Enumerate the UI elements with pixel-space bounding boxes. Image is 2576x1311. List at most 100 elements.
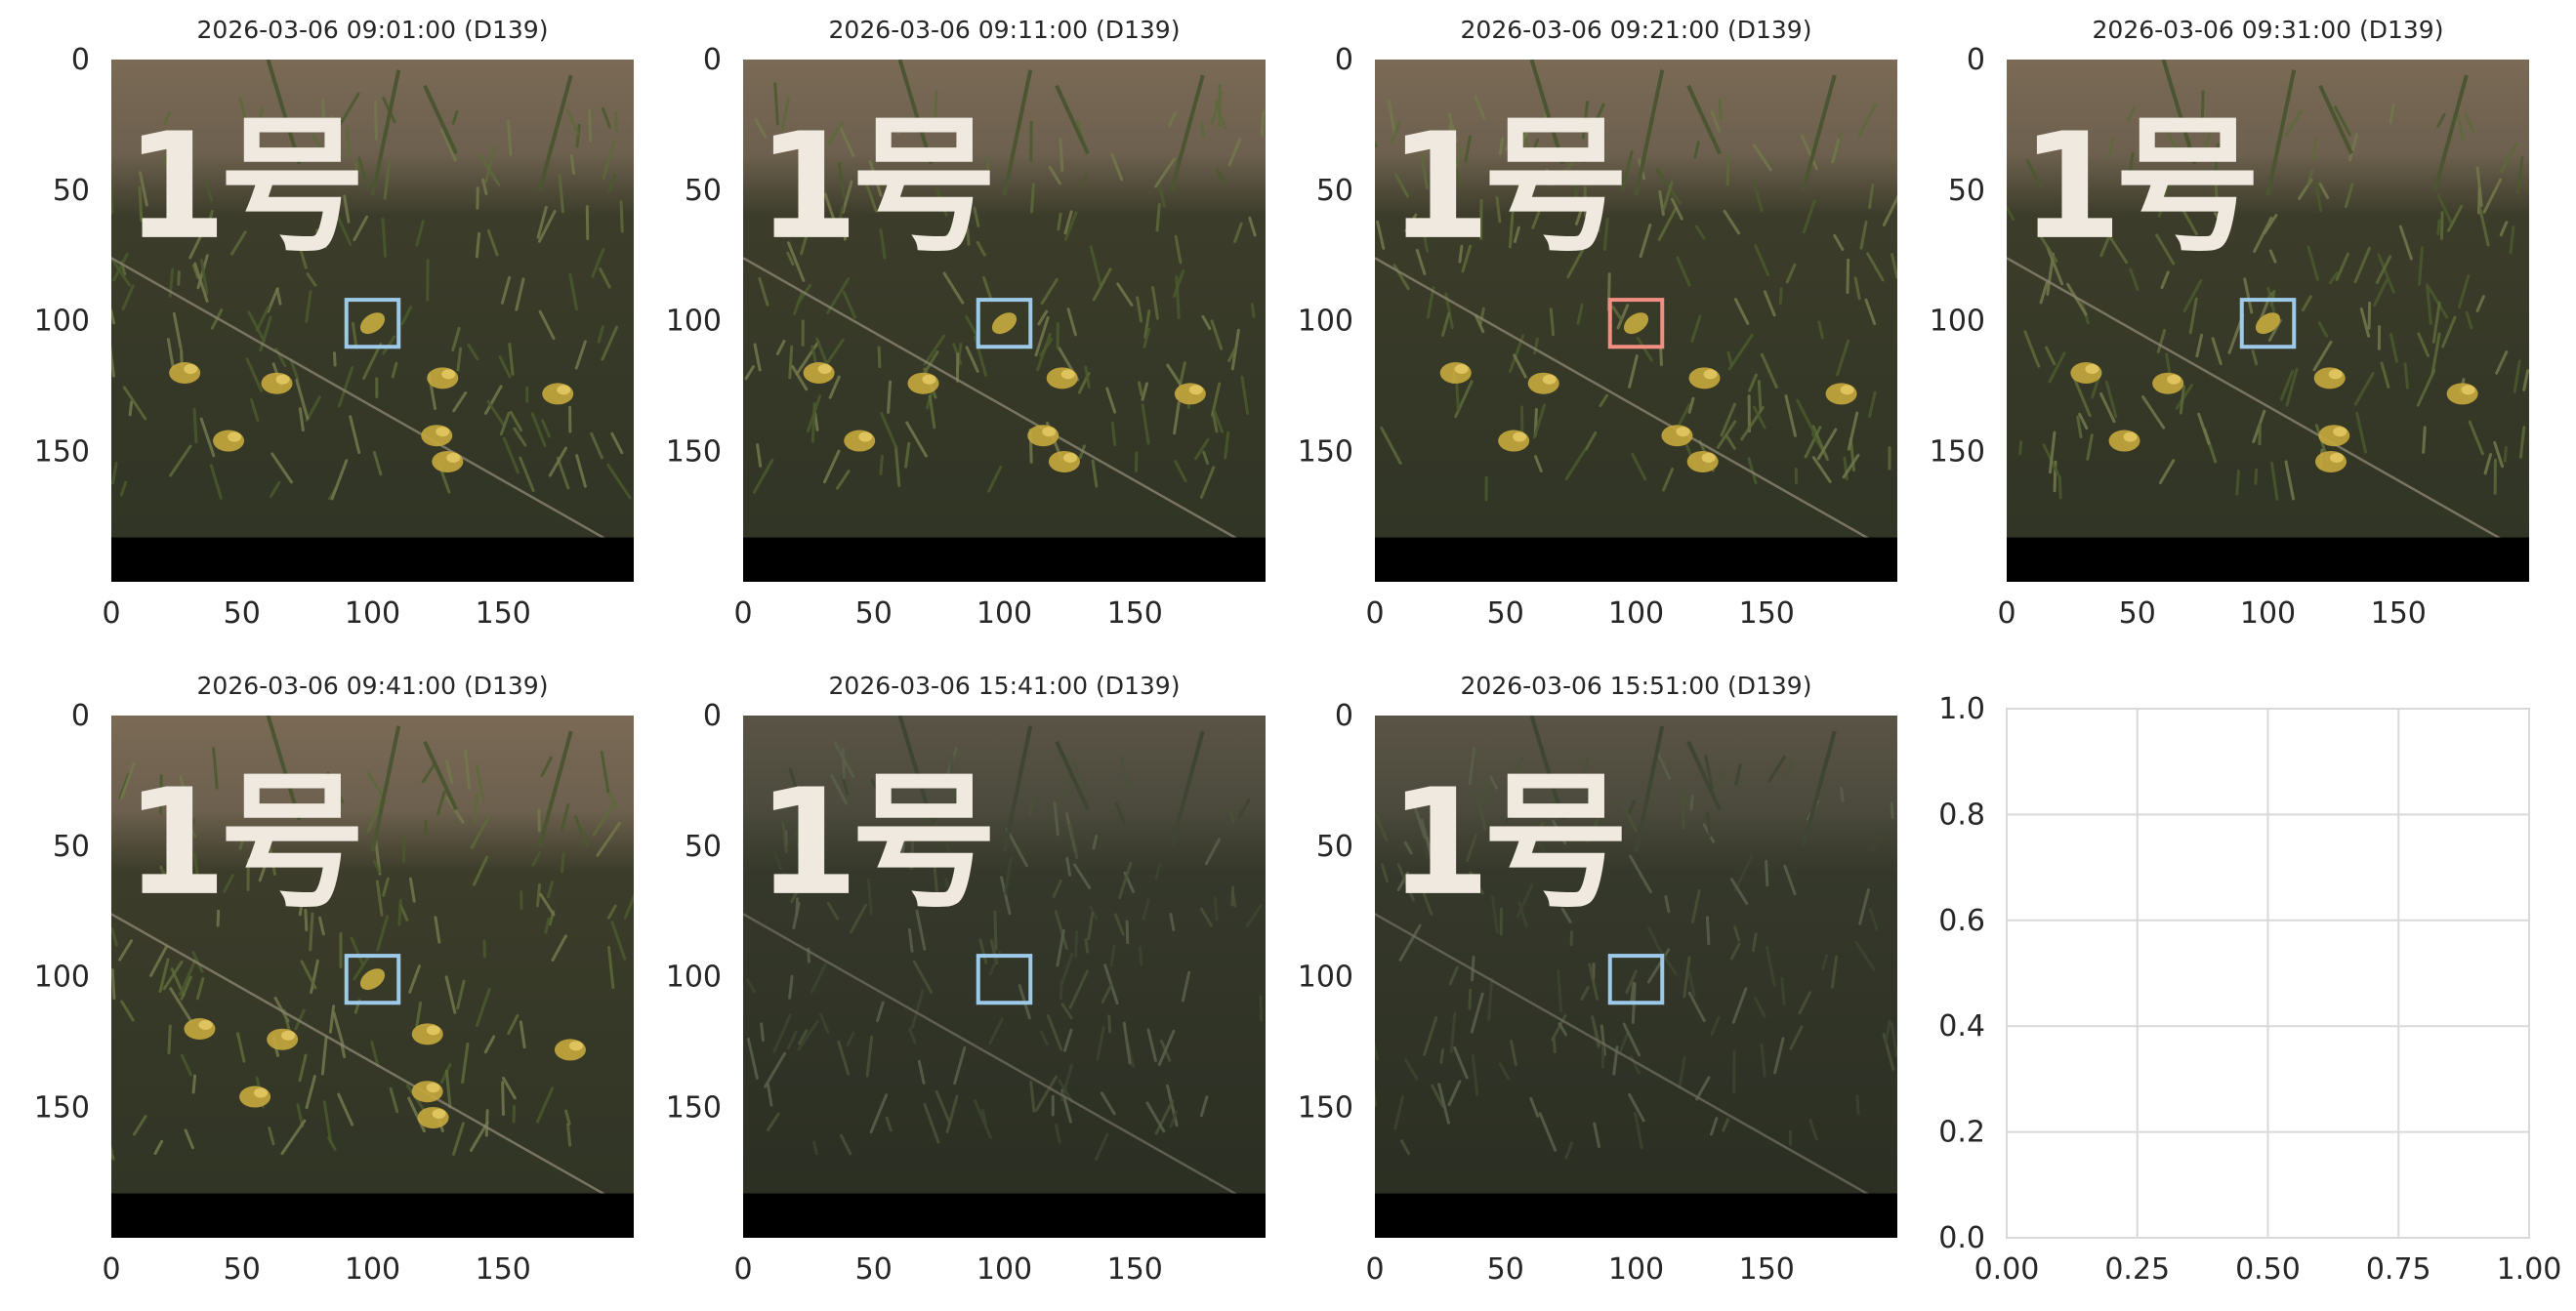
grass-blade (238, 97, 249, 129)
grass-blade (843, 222, 849, 241)
grass-blade (2023, 330, 2041, 368)
flower-highlight (228, 431, 242, 442)
x-tick-label: 50 (2119, 596, 2156, 631)
grass-blade (473, 793, 479, 823)
grass-blade (1710, 109, 1722, 133)
grass-blade (551, 934, 567, 962)
plant-stalk (1055, 740, 1090, 811)
grass-blade (2175, 384, 2193, 410)
x-tick-label: 50 (224, 596, 261, 631)
grass-blade (120, 1000, 135, 1022)
grass-blade (1175, 275, 1181, 319)
grass-blade (2160, 270, 2170, 290)
grass-blade (366, 796, 384, 833)
plant-stalk (1529, 60, 1565, 165)
grass-blade (1478, 307, 1485, 326)
grass-blade (1404, 213, 1418, 233)
grass-blade (980, 1108, 987, 1127)
grass-blade (501, 1081, 505, 1117)
flower (427, 367, 459, 389)
grass-blade (1048, 165, 1062, 185)
grass-blade (1381, 863, 1390, 883)
grass-blade (346, 125, 352, 158)
grass-blade (340, 1043, 347, 1059)
grass-blade (800, 223, 811, 256)
flower-highlight (1542, 374, 1557, 385)
black-band (111, 1193, 634, 1238)
grass-blade (181, 818, 196, 853)
panel-title: 2026-03-06 15:51:00 (D139) (1461, 672, 1812, 700)
grass-blade (1053, 801, 1059, 837)
grass-blade (2522, 369, 2529, 391)
grass-blade (2268, 249, 2277, 264)
flower-highlight (2329, 452, 2344, 463)
grass-blade (258, 866, 267, 882)
grass-blade (1627, 799, 1636, 815)
grass-blade (2284, 109, 2303, 138)
grass-blade (606, 946, 615, 990)
grass-blade (945, 1094, 959, 1134)
grass-blade (509, 410, 523, 432)
grass-blade (519, 456, 535, 492)
flower (907, 372, 939, 394)
grass-blade (483, 1035, 496, 1054)
grass-blade (204, 179, 214, 202)
y-tick-label: 100 (34, 305, 90, 339)
grass-blade (1487, 977, 1494, 1021)
flower (1527, 372, 1559, 394)
grass-blade (484, 145, 497, 184)
grass-blade (2417, 332, 2430, 357)
grass-blade (792, 901, 801, 930)
grass-blade (1113, 913, 1125, 936)
grass-blade (2418, 246, 2424, 286)
grass-blade (2025, 158, 2043, 188)
grass-blade (2007, 204, 2015, 222)
grass-blade (212, 747, 219, 790)
grass-blade (249, 398, 260, 422)
black-band (1375, 1193, 1897, 1238)
grass-blade (590, 431, 603, 460)
grass-blade (1855, 1094, 1860, 1116)
grass-blade (2416, 369, 2436, 407)
grass-blade (2328, 271, 2339, 285)
grass-blade (2104, 380, 2118, 419)
flower-highlight (254, 1087, 269, 1098)
grass-blade (118, 939, 134, 962)
grass-blade (193, 262, 209, 304)
grass-blade (475, 987, 491, 1028)
grass-blade (298, 892, 305, 917)
grass-blade (1817, 320, 1824, 340)
grass-blade (1500, 809, 1514, 832)
grass-blade (1036, 332, 1052, 372)
flower (554, 1039, 586, 1061)
grass-blade (2475, 166, 2483, 207)
grass-blade (1847, 411, 1859, 451)
grass-blade (1505, 126, 1520, 150)
grass-blade (904, 441, 911, 469)
grass-blade (973, 206, 980, 227)
grass-blade (2306, 168, 2314, 186)
grass-blade (1059, 138, 1064, 172)
insect (359, 312, 386, 335)
grass-blade (907, 1027, 917, 1045)
grass-blade (1415, 248, 1427, 275)
grass-blade (1538, 1112, 1558, 1152)
grass-blade (289, 358, 300, 381)
grass-blade (1210, 382, 1222, 417)
grass-blade (1513, 353, 1527, 379)
flower (1825, 383, 1857, 405)
grass-blade (327, 1136, 337, 1151)
grass-blade (767, 1112, 780, 1131)
grass-blade (328, 1004, 336, 1034)
grass-blade (162, 960, 184, 991)
grass-blade (1089, 245, 1102, 287)
grass-blade (506, 119, 513, 156)
grass-blade (1122, 1021, 1132, 1065)
grass-blade (1857, 103, 1877, 138)
flower-highlight (1513, 431, 1527, 442)
grass-blade (600, 750, 610, 794)
grass-blade (1890, 253, 1897, 279)
grass-blade (1545, 168, 1552, 186)
black-band (743, 1193, 1266, 1238)
flower-highlight (922, 374, 936, 385)
